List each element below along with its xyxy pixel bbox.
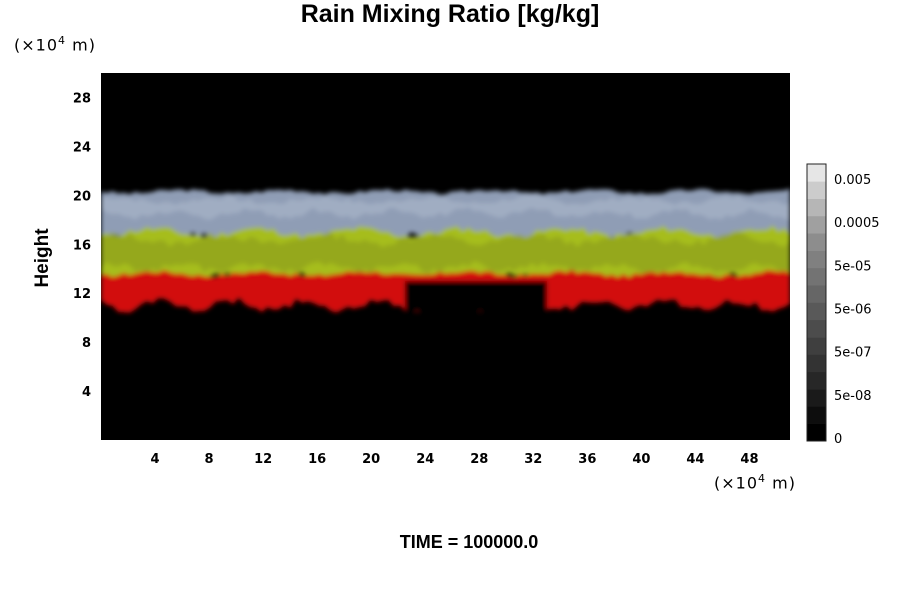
x-tick-label: 20 [362, 452, 380, 467]
x-tick-label: 16 [308, 452, 326, 467]
x-tick-label: 24 [416, 452, 434, 467]
colorbar-tick-label: 5e-07 [834, 346, 872, 361]
colorbar-swatch [807, 423, 826, 442]
x-tick-label: 4 [151, 452, 160, 467]
x-tick-label: 36 [578, 452, 596, 467]
y-tick-label: 8 [82, 336, 91, 351]
chart-title: Rain Mixing Ratio [kg/kg] [300, 0, 600, 28]
y-tick-label: 28 [73, 91, 91, 106]
y-axis-ticks: 4 8 12 16 20 24 28 [73, 91, 91, 400]
colorbar-swatch [807, 233, 826, 251]
red-patch [680, 285, 705, 306]
time-readout: TIME = 100000.0 [0, 532, 900, 553]
colorbar-frame [806, 163, 827, 442]
x-unit-label: (×104 m) [714, 472, 796, 493]
colorbar-tick-label: 5e-06 [834, 303, 872, 318]
colorbar-swatch [807, 406, 826, 424]
colorbar-tick-label: 0 [834, 432, 842, 447]
colorbar-swatch [807, 267, 826, 286]
colorbar-tick-label: 5e-08 [834, 389, 872, 404]
time-value: 100000.0 [463, 532, 539, 552]
colorbar-swatch [807, 354, 826, 373]
y-tick-label: 12 [73, 287, 91, 302]
y-axis-label: Height [32, 228, 53, 288]
green-core-band [101, 231, 790, 274]
time-label: TIME = [399, 532, 464, 552]
colorbar-tick-label: 0.0005 [834, 216, 880, 231]
x-axis-ticks: 4 8 12 16 20 24 28 32 36 40 44 48 [151, 452, 759, 467]
colorbar-swatch [807, 371, 826, 390]
colorbar-swatch [807, 302, 826, 321]
x-tick-label: 40 [632, 452, 650, 467]
colorbar-tick-label: 5e-05 [834, 259, 872, 274]
y-unit-label: (×104 m) [14, 34, 96, 55]
x-tick-label: 28 [470, 452, 488, 467]
rain-field [101, 188, 790, 313]
red-patch [627, 288, 650, 299]
x-tick-label: 48 [740, 452, 758, 467]
y-tick-label: 20 [73, 189, 91, 204]
colorbar-swatch [807, 215, 826, 234]
colorbar-swatch [807, 198, 826, 217]
colorbar-swatch [807, 181, 826, 199]
colorbar-swatch [807, 319, 826, 338]
colorbar-swatch [807, 250, 826, 269]
x-tick-label: 44 [686, 452, 704, 467]
colorbar-swatch [807, 337, 826, 355]
colorbar: 0.005 0.0005 5e-05 5e-06 5e-07 5e-08 0 [806, 163, 880, 447]
x-tick-label: 12 [254, 452, 272, 467]
x-tick-label: 32 [524, 452, 542, 467]
y-tick-label: 24 [73, 140, 91, 155]
colorbar-swatch [807, 164, 826, 182]
x-tick-label: 8 [205, 452, 214, 467]
colorbar-tick-label: 0.005 [834, 173, 871, 188]
cloud-top-highlight [101, 195, 790, 220]
colorbar-swatch [807, 389, 826, 407]
y-tick-label: 4 [82, 385, 91, 400]
y-tick-label: 16 [73, 238, 91, 253]
red-patch [572, 290, 617, 303]
colorbar-swatch [807, 285, 826, 303]
red-band-gap [404, 280, 547, 312]
